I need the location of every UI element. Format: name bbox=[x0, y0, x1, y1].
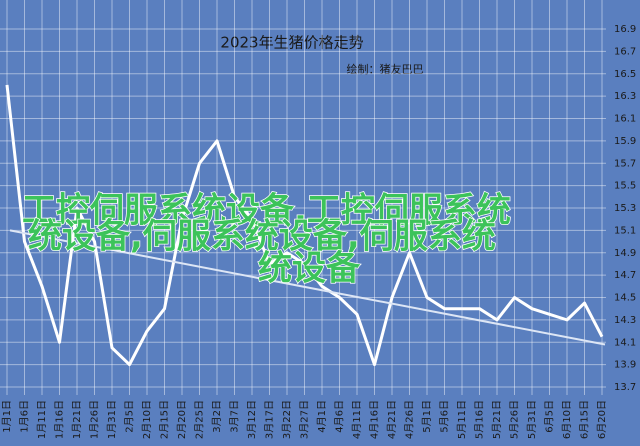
watermark: 工控伺服系统设备,工控伺服系统 bbox=[22, 191, 511, 231]
y-tick-label: 14.3 bbox=[614, 315, 636, 326]
x-tick-label: 1月26日 bbox=[89, 400, 101, 439]
y-tick-label: 13.7 bbox=[614, 382, 636, 393]
x-tick-label: 6月15日 bbox=[579, 400, 591, 439]
watermark: 统设备 bbox=[258, 249, 361, 289]
x-tick-label: 1月11日 bbox=[36, 400, 48, 439]
x-tick-label: 1月31日 bbox=[106, 400, 118, 439]
x-tick-label: 6月10日 bbox=[561, 400, 573, 439]
x-tick-label: 1月21日 bbox=[71, 400, 83, 439]
x-tick-label: 4月6日 bbox=[334, 400, 346, 433]
y-tick-label: 14.1 bbox=[614, 337, 636, 348]
x-tick-label: 4月1日 bbox=[316, 400, 328, 433]
x-tick-label: 5月16日 bbox=[474, 400, 486, 439]
y-tick-label: 15.3 bbox=[614, 203, 636, 214]
y-tick-label: 16.5 bbox=[614, 69, 636, 80]
y-tick-label: 15.5 bbox=[614, 181, 636, 192]
x-tick-label: 2月10日 bbox=[141, 400, 153, 439]
x-tick-label: 2月20日 bbox=[176, 400, 188, 439]
x-tick-label: 1月1日 bbox=[1, 400, 13, 433]
x-tick-label: 2月15日 bbox=[159, 400, 171, 439]
x-tick-label: 6月5日 bbox=[544, 400, 556, 433]
x-tick-label: 4月26日 bbox=[404, 400, 416, 439]
y-tick-label: 16.1 bbox=[614, 114, 636, 125]
watermark: 统设备,伺服系统设备,伺服系统 bbox=[28, 217, 496, 257]
plot: 13.7 13.9 14.1 14.3 14.5 14.7 14.9 15.1 15.3 15.5… bbox=[0, 0, 636, 439]
y-tick-label: 16.9 bbox=[614, 24, 636, 35]
x-tick-label: 5月21日 bbox=[491, 400, 503, 439]
x-tick-label: 3月17日 bbox=[264, 400, 276, 439]
y-tick-label: 16.3 bbox=[614, 91, 636, 102]
x-tick-label: 5月11日 bbox=[456, 400, 468, 439]
y-tick-label: 15.7 bbox=[614, 158, 636, 169]
x-tick-label: 5月6日 bbox=[439, 400, 451, 433]
line bbox=[5, 84, 604, 367]
x-tick-label: 6月20日 bbox=[596, 400, 608, 439]
y-tick-label: 14.9 bbox=[614, 248, 636, 259]
y-tick-label: 14.7 bbox=[614, 270, 636, 281]
y-tick-label: 16.7 bbox=[614, 46, 636, 57]
x-tick-label: 3月12日 bbox=[246, 400, 258, 439]
x-tick-label: 1月6日 bbox=[19, 400, 31, 433]
x-tick-label: 3月2日 bbox=[211, 400, 223, 433]
x-tick-label: 4月21日 bbox=[386, 400, 398, 439]
x-tick-label: 3月27日 bbox=[299, 400, 311, 439]
x-tick-label: 4月11日 bbox=[351, 400, 363, 439]
y-tick-label: 13.9 bbox=[614, 360, 636, 371]
x-tick-label: 5月31日 bbox=[526, 400, 538, 439]
x-tick-label: 4月16日 bbox=[369, 400, 381, 439]
y-tick-label: 14.5 bbox=[614, 293, 636, 304]
x-tick-label: 3月22日 bbox=[281, 400, 293, 439]
y-tick-label: 15.9 bbox=[614, 136, 636, 147]
chart-title: 2023年生猪价格走势 bbox=[220, 34, 363, 52]
x-tick-label: 1月16日 bbox=[54, 400, 66, 439]
x-tick-label: 2月5日 bbox=[124, 400, 136, 433]
chart-subtitle: 绘制：猪友巴巴 bbox=[347, 62, 424, 76]
x-tick-label: 5月26日 bbox=[509, 400, 521, 439]
x-tick-label: 2月25日 bbox=[194, 400, 206, 439]
y-tick-label: 15.1 bbox=[614, 225, 636, 236]
trend-line bbox=[9, 229, 606, 346]
x-tick-label: 5月1日 bbox=[421, 400, 433, 433]
x-tick-label: 3月7日 bbox=[229, 400, 241, 433]
